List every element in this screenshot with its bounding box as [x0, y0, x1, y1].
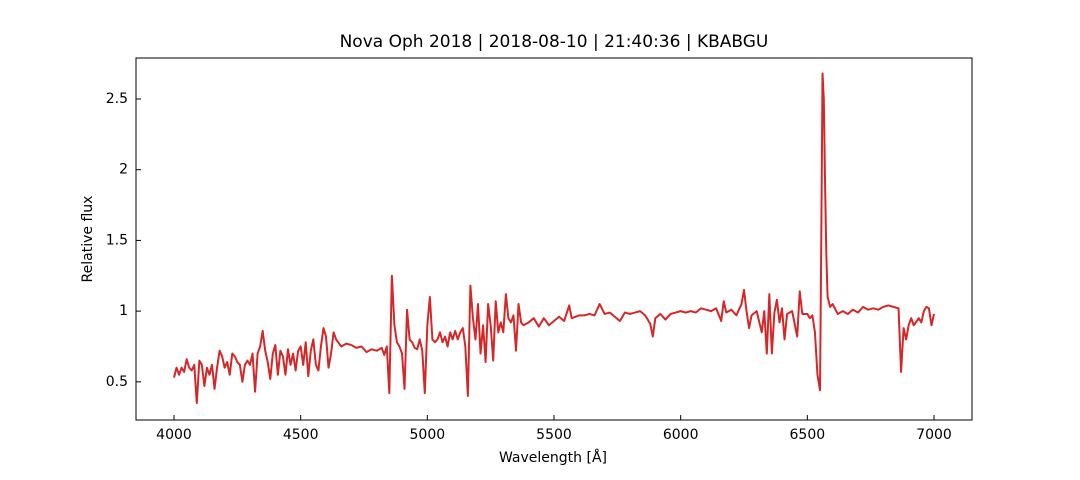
y-tick-label: 0.5	[106, 374, 128, 390]
x-tick-label: 4000	[156, 427, 192, 443]
y-tick-label: 1.5	[106, 232, 128, 248]
x-tick-label: 6500	[790, 427, 826, 443]
x-tick-label: 5500	[536, 427, 572, 443]
y-tick-label: 2	[119, 162, 128, 178]
y-tick-label: 2.5	[106, 91, 128, 107]
y-axis-label: Relative flux	[80, 196, 96, 283]
plot-frame	[135, 57, 973, 421]
x-tick-label: 7000	[916, 427, 952, 443]
chart-title: Nova Oph 2018 | 2018-08-10 | 21:40:36 | …	[340, 32, 769, 52]
x-axis-label: Wavelength [Å]	[499, 449, 607, 466]
x-tick-label: 5000	[410, 427, 446, 443]
x-tick-label: 4500	[283, 427, 319, 443]
x-tick-label: 6000	[663, 427, 699, 443]
spectrum-line	[173, 72, 935, 405]
y-tick-label: 1	[119, 303, 128, 319]
